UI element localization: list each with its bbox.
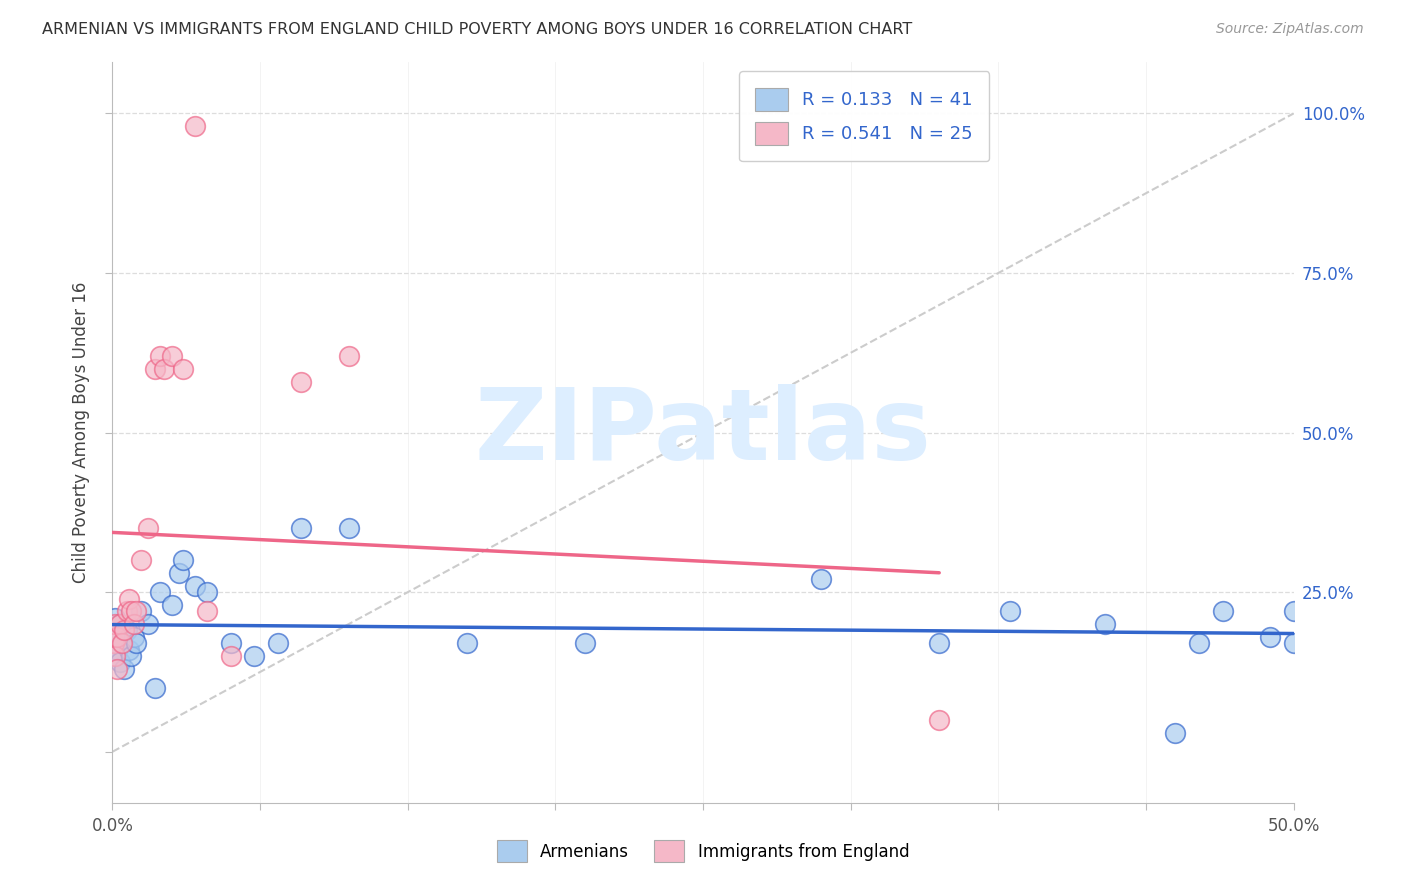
Point <box>143 681 166 695</box>
Point <box>195 585 218 599</box>
Point <box>1212 604 1234 618</box>
Point <box>172 553 194 567</box>
Point <box>1188 636 1211 650</box>
Point <box>149 585 172 599</box>
Point <box>267 636 290 650</box>
Point <box>129 604 152 618</box>
Point <box>290 375 312 389</box>
Point <box>160 598 183 612</box>
Point <box>125 604 148 618</box>
Text: Source: ZipAtlas.com: Source: ZipAtlas.com <box>1216 22 1364 37</box>
Point <box>928 713 950 727</box>
Point <box>112 662 135 676</box>
Point <box>290 521 312 535</box>
Point <box>172 361 194 376</box>
Point <box>112 624 135 638</box>
Point <box>111 636 134 650</box>
Point <box>195 604 218 618</box>
Point <box>337 521 360 535</box>
Point <box>184 579 207 593</box>
Point <box>104 648 127 663</box>
Point <box>120 648 142 663</box>
Point <box>810 573 832 587</box>
Point <box>1164 725 1187 739</box>
Point <box>108 617 131 632</box>
Point <box>1282 604 1305 618</box>
Point <box>122 617 145 632</box>
Point <box>574 636 596 650</box>
Point <box>125 636 148 650</box>
Point <box>103 636 125 650</box>
Point <box>1258 630 1281 644</box>
Point <box>1094 617 1116 632</box>
Point <box>105 630 128 644</box>
Point <box>153 361 176 376</box>
Point <box>108 656 131 670</box>
Point <box>108 617 131 632</box>
Point <box>118 642 141 657</box>
Point <box>998 604 1021 618</box>
Point <box>104 611 127 625</box>
Point <box>337 349 360 363</box>
Point <box>104 624 127 638</box>
Point <box>118 591 141 606</box>
Point <box>104 617 127 632</box>
Text: ARMENIAN VS IMMIGRANTS FROM ENGLAND CHILD POVERTY AMONG BOYS UNDER 16 CORRELATIO: ARMENIAN VS IMMIGRANTS FROM ENGLAND CHIL… <box>42 22 912 37</box>
Point <box>143 361 166 376</box>
Text: ZIPatlas: ZIPatlas <box>475 384 931 481</box>
Point <box>115 604 138 618</box>
Point <box>167 566 190 580</box>
Y-axis label: Child Poverty Among Boys Under 16: Child Poverty Among Boys Under 16 <box>72 282 90 583</box>
Point <box>136 617 159 632</box>
Point <box>105 642 128 657</box>
Point <box>105 662 128 676</box>
Point <box>105 630 128 644</box>
Point <box>122 630 145 644</box>
Point <box>219 636 242 650</box>
Point <box>111 636 134 650</box>
Point <box>160 349 183 363</box>
Point <box>219 648 242 663</box>
Point <box>104 648 127 663</box>
Point <box>243 648 266 663</box>
Point <box>115 624 138 638</box>
Point <box>129 553 152 567</box>
Point <box>456 636 478 650</box>
Point <box>928 636 950 650</box>
Point <box>184 120 207 134</box>
Point <box>136 521 159 535</box>
Point <box>1282 636 1305 650</box>
Point <box>120 604 142 618</box>
Point <box>149 349 172 363</box>
Point <box>103 636 125 650</box>
Legend: Armenians, Immigrants from England: Armenians, Immigrants from England <box>491 834 915 869</box>
